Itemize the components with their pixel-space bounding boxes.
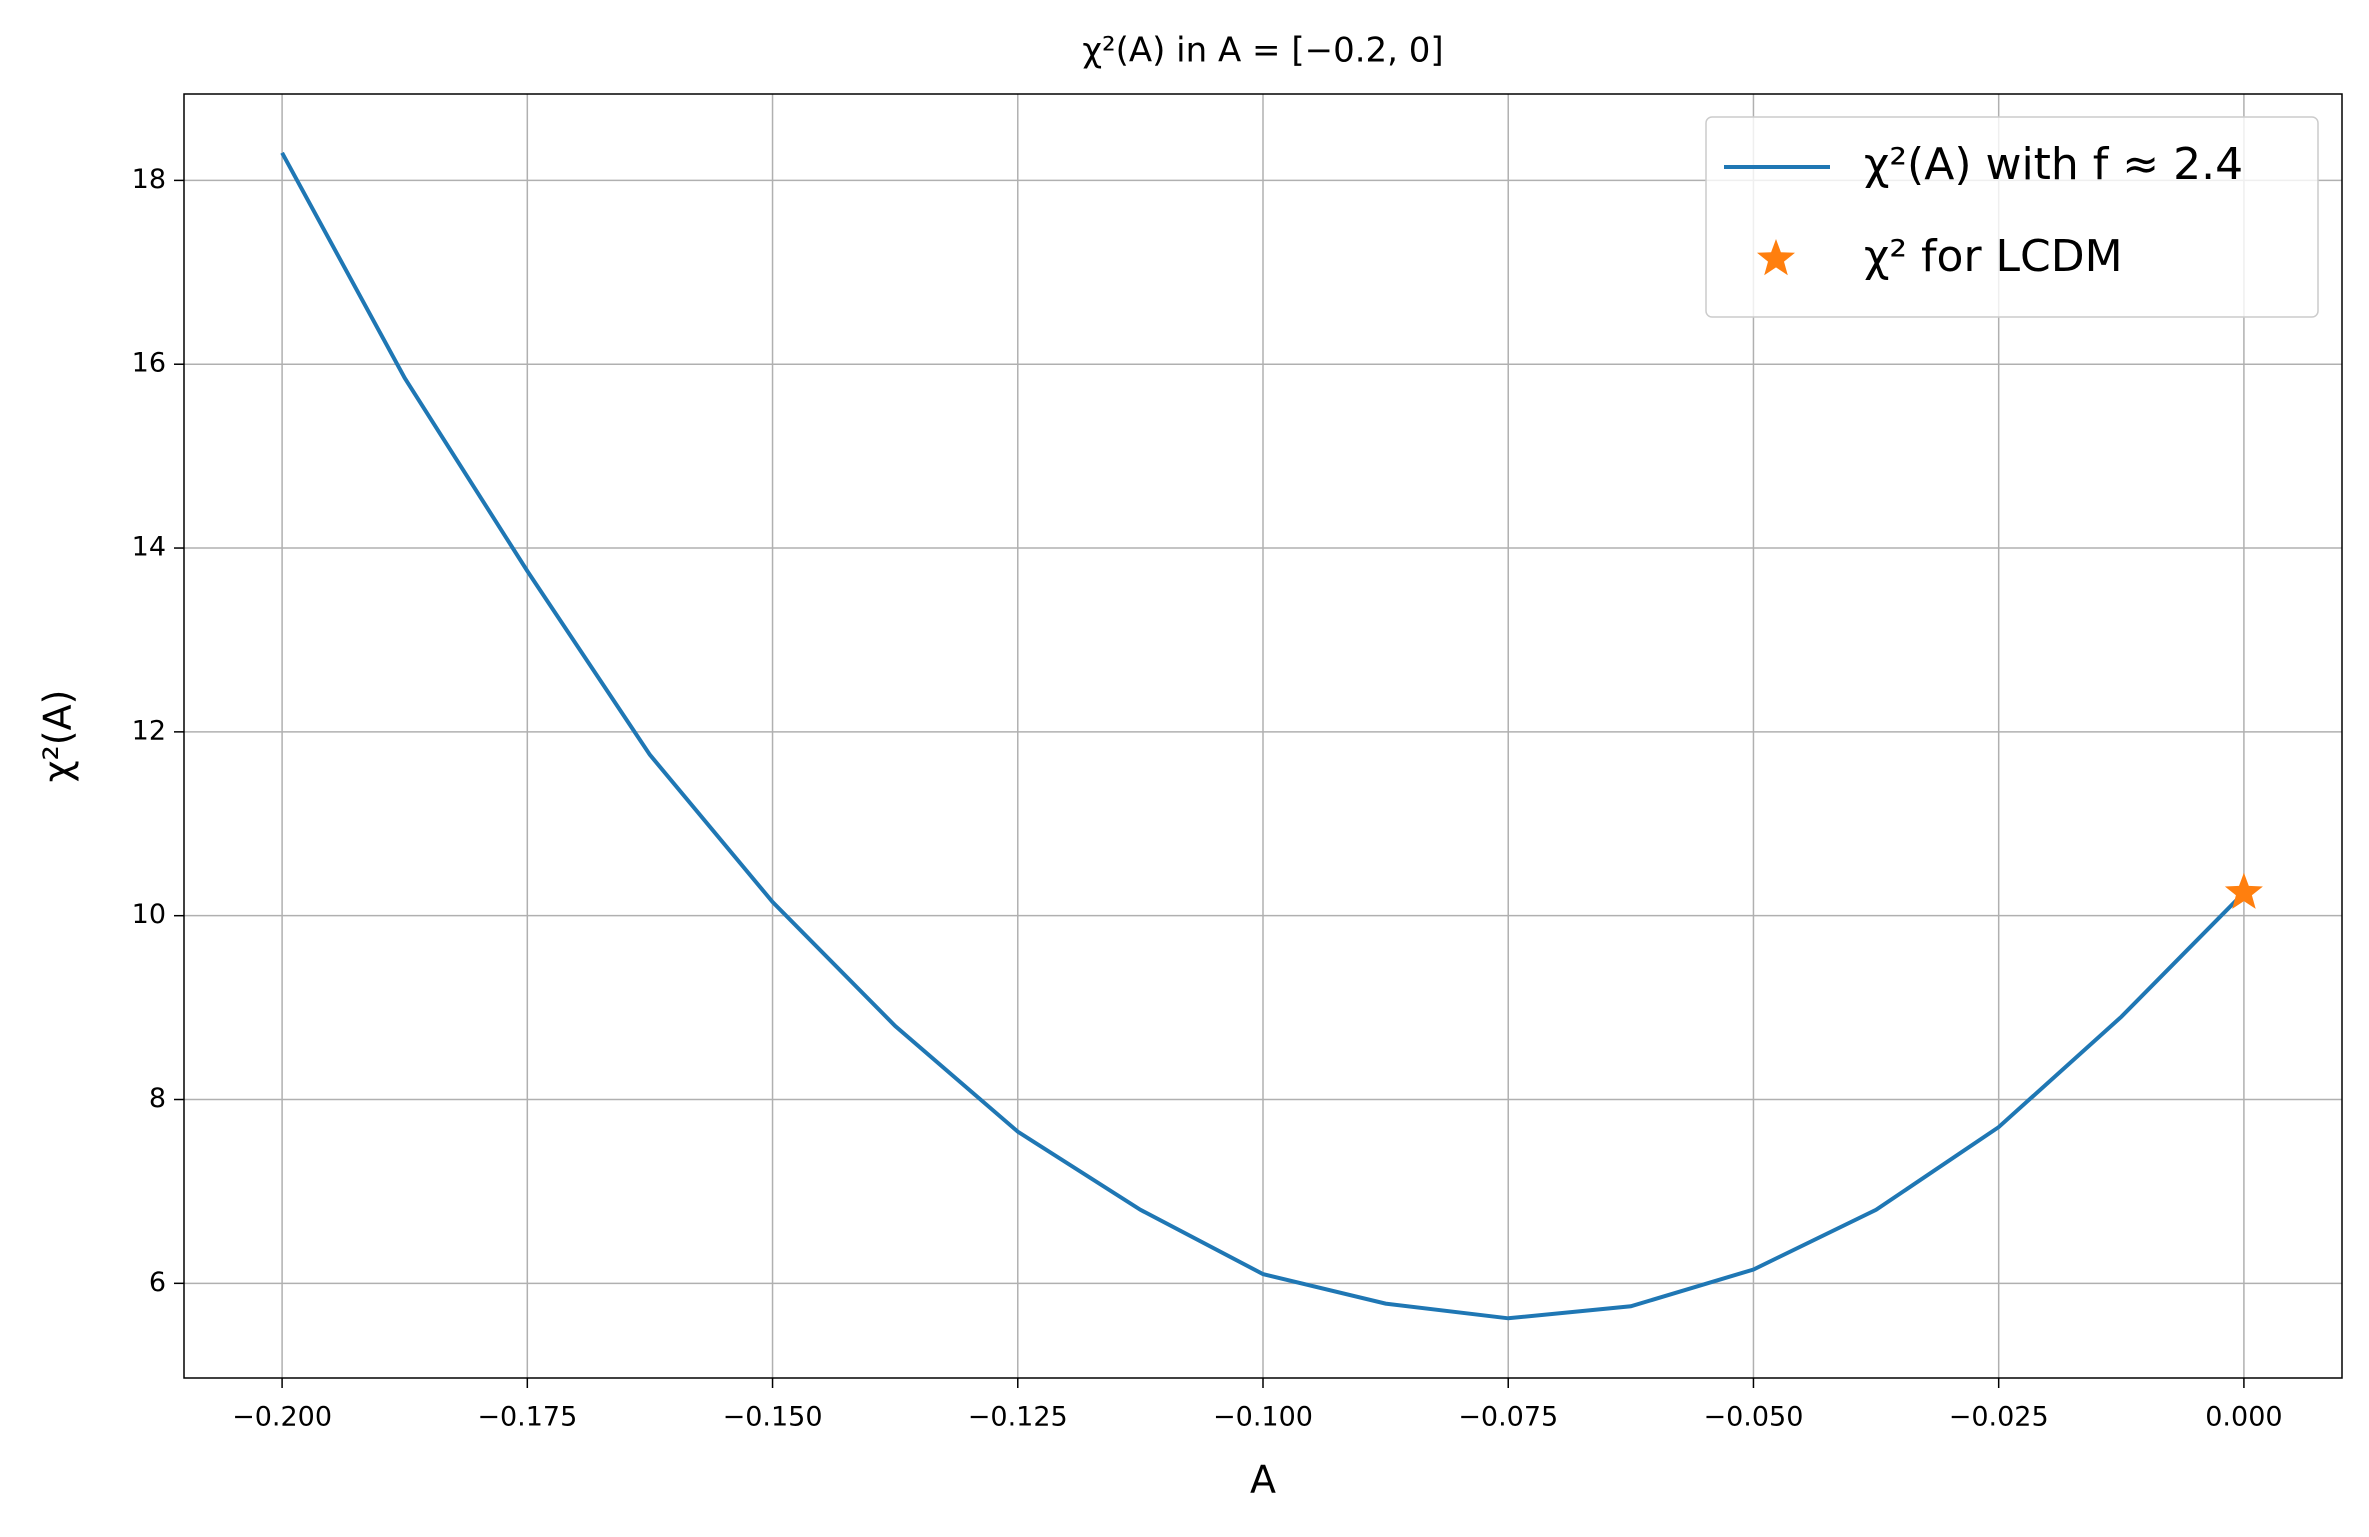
y-tick-label: 8 <box>149 1083 166 1114</box>
y-tick-label: 10 <box>132 899 166 930</box>
x-tick-label: −0.150 <box>723 1402 823 1433</box>
plot-frame <box>183 93 2343 1379</box>
x-tick-label: −0.025 <box>1949 1402 2049 1433</box>
y-tick-label: 14 <box>132 532 166 563</box>
legend-box <box>1705 116 2319 318</box>
legend-label: χ²(A) with f ≈ 2.4 <box>1864 139 2243 190</box>
x-tick-label: −0.075 <box>1458 1402 1558 1433</box>
x-tick-label: −0.200 <box>232 1402 332 1433</box>
line-series <box>280 151 2246 1321</box>
x-tick-label: −0.175 <box>477 1402 577 1433</box>
x-tick-label: −0.100 <box>1213 1402 1313 1433</box>
x-tick-label: 0.000 <box>2205 1402 2282 1433</box>
chart-title: χ²(A) in A = [−0.2, 0] <box>1082 31 1443 71</box>
y-tick-label: 6 <box>149 1267 166 1298</box>
y-tick-label: 16 <box>132 348 166 379</box>
legend-swatch <box>1757 239 1795 276</box>
y-axis-label: χ²(A) <box>36 690 80 783</box>
y-tick-label: 12 <box>132 715 166 746</box>
x-axis-label: A <box>1250 1458 1276 1502</box>
x-tick-label: −0.050 <box>1703 1402 1803 1433</box>
legend-label: χ² for LCDM <box>1864 231 2123 282</box>
x-tick-label: −0.125 <box>968 1402 1068 1433</box>
y-tick-label: 18 <box>132 164 166 195</box>
star-marker <box>2224 872 2263 909</box>
